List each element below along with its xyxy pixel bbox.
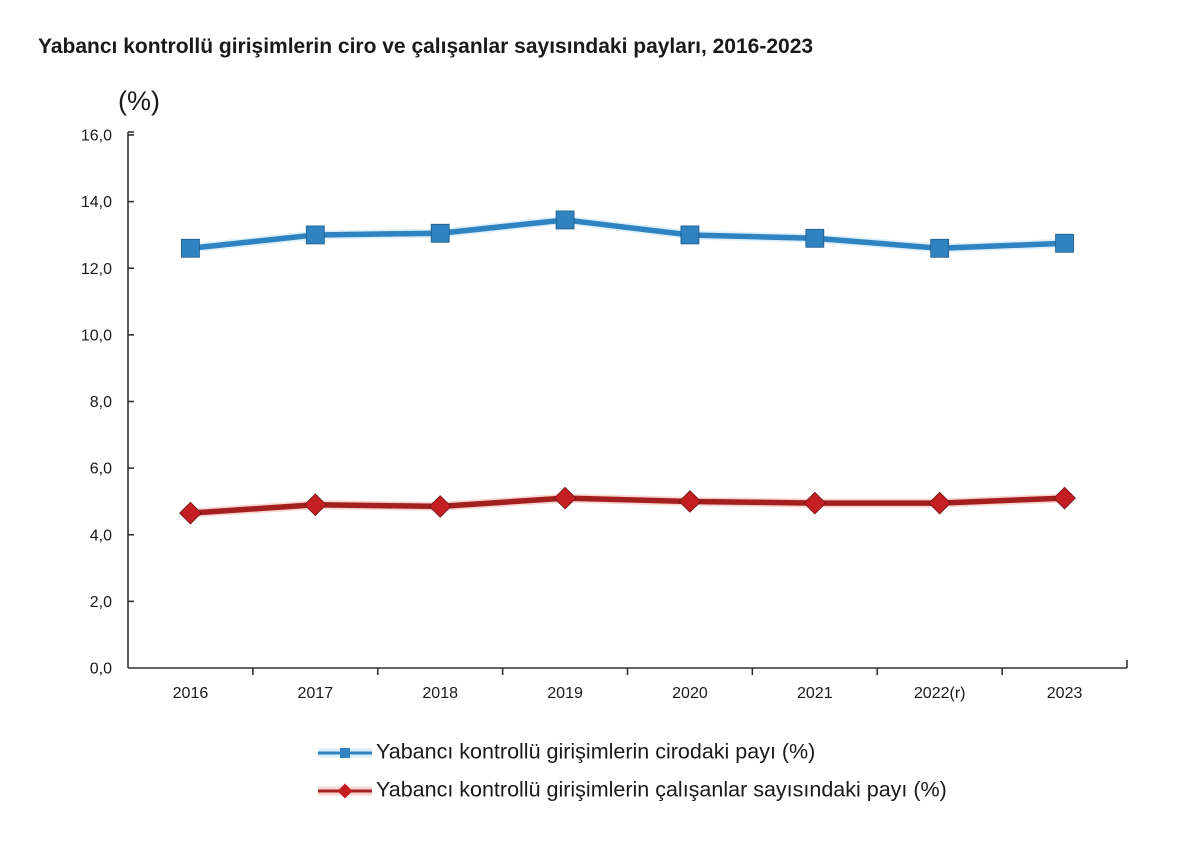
svg-text:2019: 2019: [547, 685, 583, 702]
svg-text:0,0: 0,0: [90, 661, 112, 678]
svg-text:2022(r): 2022(r): [914, 685, 966, 702]
svg-text:6,0: 6,0: [90, 461, 112, 478]
svg-text:Yabancı kontrollü girişimlerin: Yabancı kontrollü girişimlerin cirodaki …: [376, 740, 815, 764]
svg-text:14,0: 14,0: [81, 194, 112, 211]
svg-text:12,0: 12,0: [81, 261, 112, 278]
svg-text:2,0: 2,0: [90, 594, 112, 611]
svg-text:2017: 2017: [298, 685, 334, 702]
svg-text:2023: 2023: [1047, 685, 1083, 702]
svg-text:2016: 2016: [173, 685, 209, 702]
svg-text:16,0: 16,0: [81, 128, 112, 145]
svg-text:4,0: 4,0: [90, 527, 112, 544]
svg-text:2020: 2020: [672, 685, 708, 702]
svg-text:10,0: 10,0: [81, 327, 112, 344]
svg-text:2018: 2018: [422, 685, 458, 702]
svg-text:Yabancı kontrollü girişimlerin: Yabancı kontrollü girişimlerin çalışanla…: [376, 778, 947, 802]
svg-text:8,0: 8,0: [90, 394, 112, 411]
svg-text:2021: 2021: [797, 685, 833, 702]
